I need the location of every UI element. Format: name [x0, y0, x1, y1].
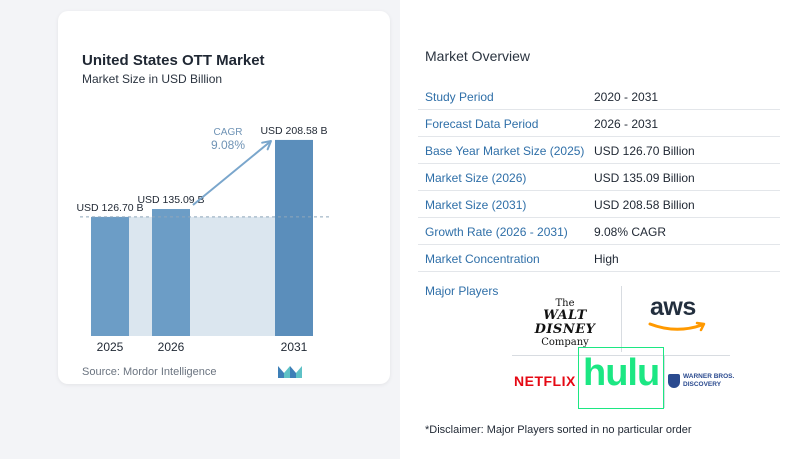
data-label: USD 126.70 B	[76, 202, 143, 214]
overview-key: Growth Rate (2026 - 2031)	[425, 225, 568, 239]
aws-smile-icon	[648, 321, 706, 332]
overview-value: High	[594, 252, 619, 266]
overview-row: Market Concentration High	[418, 245, 780, 272]
wb-logo-line: WARNER BROS.	[683, 373, 735, 380]
cagr-arrow-head	[261, 140, 272, 151]
overview-value: USD 126.70 Billion	[594, 144, 695, 158]
overview-key: Base Year Market Size (2025)	[425, 144, 585, 158]
data-label: USD 135.09 B	[137, 194, 204, 206]
overview-value: USD 135.09 Billion	[594, 171, 695, 185]
overview-key: Study Period	[425, 90, 494, 104]
players-divider	[621, 286, 622, 352]
overview-title: Market Overview	[425, 48, 531, 64]
cagr-arrow	[192, 140, 272, 206]
disney-logo: The WALT DISNEY Company	[519, 298, 611, 349]
aws-logo: aws	[646, 293, 712, 335]
reference-band	[129, 216, 275, 336]
hulu-logo-text: hulu	[583, 352, 660, 394]
chart-title: United States OTT Market	[82, 52, 265, 69]
bar-2031	[275, 139, 313, 336]
overview-key: Market Size (2026)	[425, 171, 527, 185]
overview-row: Market Size (2026) USD 135.09 Billion	[418, 164, 780, 191]
disney-logo-text: WALT DISNEY	[534, 308, 596, 337]
overview-key: Market Size (2031)	[425, 198, 527, 212]
overview-key: Market Concentration	[425, 252, 540, 266]
overview-row: Growth Rate (2026 - 2031) 9.08% CAGR	[418, 218, 780, 245]
overview-row: Study Period 2020 - 2031	[418, 83, 780, 110]
x-tick-label: 2026	[158, 340, 185, 354]
data-label: USD 208.58 B	[260, 125, 327, 137]
wb-shield-icon	[668, 374, 680, 388]
players-divider	[664, 356, 665, 408]
disney-logo-text: The	[555, 298, 575, 309]
mordor-logo-icon	[278, 366, 302, 378]
overview-value: 9.08% CAGR	[594, 225, 667, 239]
bar-2025	[91, 216, 129, 336]
overview-value: 2026 - 2031	[594, 117, 659, 131]
cagr-label: CAGR	[214, 127, 243, 138]
chart-subtitle: Market Size in USD Billion	[82, 72, 223, 86]
disclaimer: *Disclaimer: Major Players sorted in no …	[425, 424, 692, 436]
overview-value: USD 208.58 Billion	[594, 198, 695, 212]
disney-logo-text: Company	[541, 337, 589, 348]
netflix-logo: NETFLIX	[514, 373, 576, 389]
overview-key: Forecast Data Period	[425, 117, 539, 131]
overview-table: Study Period 2020 - 2031 Forecast Data Pe…	[418, 83, 780, 272]
overview-row: Market Size (2031) USD 208.58 Billion	[418, 191, 780, 218]
wb-logo-text: WARNER BROS. DISCOVERY	[683, 373, 734, 389]
x-tick-label: 2025	[97, 340, 124, 354]
hulu-logo: hulu	[578, 347, 664, 409]
major-players-label: Major Players	[425, 284, 499, 298]
players-divider	[512, 355, 730, 356]
chart-source: Source: Mordor Intelligence	[82, 366, 217, 378]
warner-bros-discovery-logo: WARNER BROS. DISCOVERY	[668, 372, 738, 392]
cagr-value: 9.08%	[211, 138, 245, 152]
x-tick-label: 2031	[281, 340, 308, 354]
bar-2026	[152, 209, 190, 336]
aws-logo-text: aws	[650, 293, 696, 321]
overview-row: Forecast Data Period 2026 - 2031	[418, 110, 780, 137]
wb-logo-line: DISCOVERY	[683, 381, 722, 388]
overview-value: 2020 - 2031	[594, 90, 659, 104]
overview-panel	[400, 0, 800, 459]
overview-row: Base Year Market Size (2025) USD 126.70 B…	[418, 137, 780, 164]
